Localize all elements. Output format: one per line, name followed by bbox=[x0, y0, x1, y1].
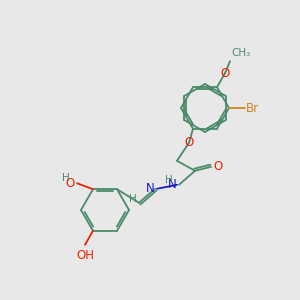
Text: OH: OH bbox=[76, 249, 94, 262]
Text: Br: Br bbox=[246, 101, 259, 115]
Text: N: N bbox=[146, 182, 155, 195]
Text: O: O bbox=[184, 136, 194, 149]
Text: O: O bbox=[220, 67, 230, 80]
Text: H: H bbox=[62, 173, 70, 183]
Text: N: N bbox=[168, 178, 177, 191]
Text: O: O bbox=[213, 160, 222, 173]
Text: H: H bbox=[129, 194, 137, 204]
Text: H: H bbox=[165, 175, 173, 185]
Text: CH₃: CH₃ bbox=[231, 48, 250, 58]
Text: O: O bbox=[66, 177, 75, 190]
